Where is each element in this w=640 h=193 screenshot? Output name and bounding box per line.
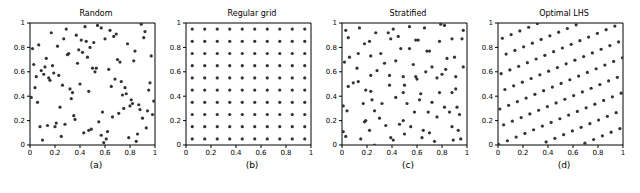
svg-text:1: 1 [153,149,157,157]
svg-text:0: 0 [496,149,500,157]
html-text:(d): (d) [557,160,571,170]
svg-text:1: 1 [309,149,313,157]
svg-text:0.6: 0.6 [170,68,182,76]
svg-text:0.6: 0.6 [482,68,494,76]
svg-text:0.8: 0.8 [124,149,135,157]
svg-text:0.4: 0.4 [542,149,554,157]
svg-text:1: 1 [177,19,181,27]
svg-text:1: 1 [489,19,493,27]
svg-text:0.2: 0.2 [361,149,372,157]
svg-text:0.4: 0.4 [482,93,494,101]
svg-text:0.6: 0.6 [255,149,267,157]
html-text:Stratified: Stratified [389,9,427,18]
svg-text:0.6: 0.6 [567,149,579,157]
svg-text:0: 0 [177,141,181,149]
svg-text:0.4: 0.4 [14,93,26,101]
svg-text:0.6: 0.6 [326,68,338,76]
html-text:Optimal LHS: Optimal LHS [539,9,589,18]
svg-text:0: 0 [340,149,344,157]
html-text:(b): (b) [245,160,259,170]
svg-text:0.8: 0.8 [482,44,493,52]
svg-text:0.8: 0.8 [592,149,603,157]
svg-text:0.2: 0.2 [170,117,181,125]
svg-text:0.6: 0.6 [14,68,26,76]
svg-text:0.6: 0.6 [99,149,111,157]
svg-text:1: 1 [333,19,337,27]
svg-text:0.2: 0.2 [14,117,25,125]
svg-text:0.2: 0.2 [326,117,337,125]
svg-text:0.4: 0.4 [74,149,86,157]
svg-text:0.8: 0.8 [326,44,337,52]
svg-text:0: 0 [28,149,32,157]
svg-text:0: 0 [21,141,25,149]
html-text:Regular grid: Regular grid [227,9,277,18]
svg-text:1: 1 [465,149,469,157]
svg-text:0: 0 [184,149,188,157]
html-text:Random: Random [79,9,113,18]
svg-text:0: 0 [489,141,493,149]
svg-text:0.8: 0.8 [170,44,181,52]
svg-text:0.4: 0.4 [230,149,242,157]
svg-text:1: 1 [21,19,25,27]
svg-text:0.4: 0.4 [170,93,182,101]
svg-text:0.2: 0.2 [205,149,216,157]
svg-text:0.2: 0.2 [517,149,528,157]
svg-text:0.2: 0.2 [49,149,60,157]
svg-text:1: 1 [621,149,625,157]
html-text:(c): (c) [402,160,414,170]
svg-text:0.8: 0.8 [280,149,291,157]
svg-text:0.4: 0.4 [386,149,398,157]
svg-text:0: 0 [333,141,337,149]
svg-text:0.4: 0.4 [326,93,338,101]
svg-text:0.8: 0.8 [14,44,25,52]
svg-text:0.6: 0.6 [411,149,423,157]
svg-text:0.8: 0.8 [436,149,447,157]
svg-text:0.2: 0.2 [482,117,493,125]
html-text:(a): (a) [89,160,103,170]
